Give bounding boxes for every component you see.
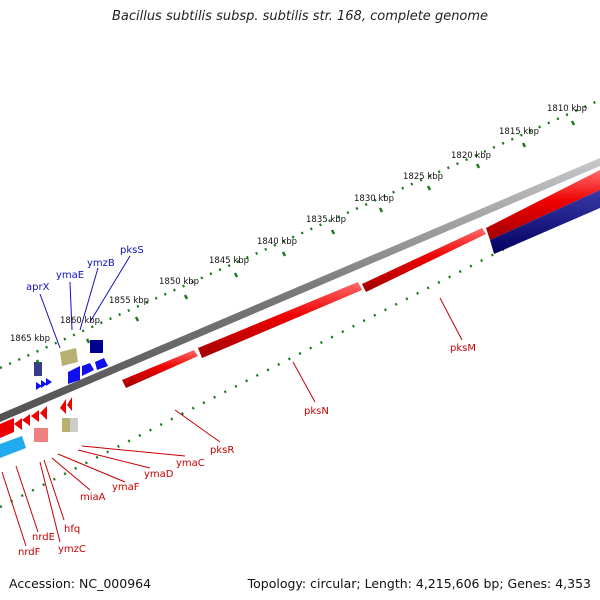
tick-label: 1830 kbp: [354, 194, 394, 204]
accession-text: Accession: NC_000964: [9, 576, 152, 591]
gene-label-pksR: pksR: [210, 445, 234, 456]
reverse-cds-ymaE: [60, 348, 78, 366]
tick-label: 1865 kbp: [10, 334, 50, 344]
bottom-gene-leaders: [1, 297, 463, 547]
forward-cds-pksR: [198, 282, 362, 358]
gene-label-aprX: aprX: [26, 282, 50, 293]
tick-label: 1825 kbp: [403, 172, 443, 182]
gene-label-pksM: pksM: [450, 343, 476, 354]
cyan-gene-left: [0, 436, 26, 458]
genome-stats-text: Topology: circular; Length: 4,215,606 bp…: [247, 576, 591, 591]
tick-label: 1840 kbp: [257, 237, 297, 247]
tick-label: 1845 kbp: [209, 256, 249, 266]
small-red-arrows: [14, 397, 72, 430]
map-title: Bacillus subtilis subsp. subtilis str. 1…: [111, 9, 489, 24]
gene-label-miaA: miaA: [80, 492, 106, 503]
forward-cds-left: [0, 418, 14, 438]
forward-cds-ymaC: [122, 350, 198, 388]
gene-label-hfq: hfq: [64, 524, 80, 535]
gene-label-ymzB: ymzB: [87, 258, 115, 269]
gene-label-ymzC: ymzC: [58, 544, 86, 555]
gene-label-nrdE: nrdE: [32, 532, 55, 543]
gene-label-ymaD: ymaD: [144, 469, 174, 480]
inner-tick-track: [0, 198, 600, 509]
gene-label-nrdF: nrdF: [18, 547, 41, 558]
gene-label-ymaC: ymaC: [176, 458, 205, 469]
tick-label: 1820 kbp: [451, 151, 491, 161]
gene-label-ymaE: ymaE: [56, 270, 84, 281]
reverse-cds-box: [90, 340, 103, 353]
tick-labels: 1810 kbp 1815 kbp 1820 kbp 1825 kbp 1830…: [10, 104, 587, 344]
forward-cds-pksN: [362, 228, 486, 292]
gray-gene: [70, 418, 78, 432]
tick-label: 1815 kbp: [499, 127, 539, 137]
reverse-cds-aprX: [34, 362, 42, 376]
gene-label-pksN: pksN: [304, 406, 329, 417]
top-gene-leaders: [39, 255, 131, 349]
tick-label: 1835 kbp: [306, 215, 346, 225]
tick-label: 1850 kbp: [159, 277, 199, 287]
small-blue-arrows: [36, 358, 108, 390]
pink-gene: [34, 428, 48, 442]
tick-label: 1810 kbp: [547, 104, 587, 114]
reverse-cds-pksM: [490, 190, 600, 254]
forward-cds-track: [0, 170, 600, 438]
gene-label-ymaF: ymaF: [112, 482, 140, 493]
olive-gene: [62, 418, 70, 432]
gene-label-pksS: pksS: [120, 245, 144, 256]
reverse-cds-track: [0, 190, 600, 458]
forward-cds-pksM: [486, 170, 600, 240]
outer-major-ticks: [35, 120, 576, 365]
tick-label: 1860 kbp: [60, 316, 100, 326]
genome-backbone: [0, 158, 600, 422]
tick-label: 1855 kbp: [109, 296, 149, 306]
